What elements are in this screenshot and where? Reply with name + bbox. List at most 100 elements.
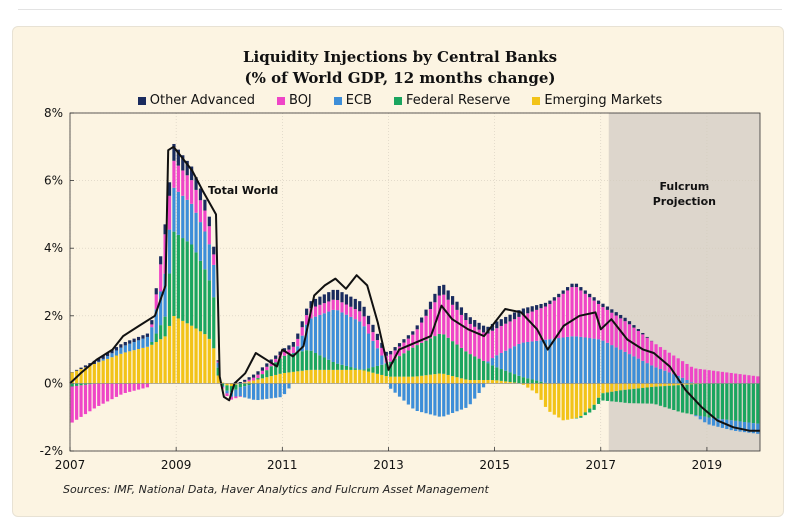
bar-segment [446, 383, 450, 415]
bar-segment [747, 383, 751, 423]
bar-segment [190, 325, 194, 384]
bar-segment [70, 383, 74, 387]
bar-segment [269, 366, 273, 377]
bar-segment [344, 304, 349, 315]
bar-segment [97, 358, 101, 362]
bar-segment [159, 339, 163, 384]
bar-segment [654, 367, 658, 384]
bar-segment [512, 312, 517, 320]
bar-segment [499, 319, 503, 326]
legend-label: Emerging Markets [544, 93, 663, 108]
bar-segment [627, 383, 632, 390]
legend-item-boj: BOJ [277, 93, 312, 108]
bar-segment [641, 383, 645, 388]
bar-segment [207, 216, 211, 227]
bar-segment [318, 296, 322, 305]
bar-segment [212, 246, 216, 255]
bar-segment [716, 371, 720, 384]
total-line-layer [69, 145, 760, 432]
bar-segment [517, 316, 521, 344]
bar-segment [459, 314, 464, 348]
bar-segment [738, 421, 742, 432]
bar-segment [163, 224, 167, 235]
bar-segment [225, 383, 229, 386]
bar-segment [451, 383, 455, 413]
bar-segment [539, 340, 543, 382]
bar-segment [583, 412, 587, 416]
bar-segment [504, 316, 508, 324]
bar-segment [459, 347, 464, 379]
bar-segment [287, 372, 291, 384]
projection-label-line2: Projection [653, 195, 716, 208]
bar-segment [526, 313, 530, 342]
bar-segment [521, 383, 525, 385]
bar-segment [703, 369, 707, 384]
bar-segment [490, 365, 494, 381]
bar-segment [601, 393, 605, 401]
bar-segment [592, 383, 596, 405]
bar-segment [517, 310, 521, 317]
bar-segment [566, 290, 570, 337]
bar-segment [366, 368, 371, 372]
bar-segment [411, 376, 415, 384]
bar-segment [552, 300, 556, 339]
bar-segment [579, 416, 583, 418]
bar-segment [389, 383, 393, 389]
bar-segment [154, 341, 158, 384]
bar-segment [384, 351, 388, 356]
bar-segment [167, 229, 172, 274]
bar-segment [614, 315, 618, 348]
legend-swatch [393, 96, 402, 105]
bar-segment [110, 349, 114, 354]
bar-segment [251, 377, 256, 381]
bar-segment [645, 383, 649, 388]
bar-segment [495, 328, 499, 356]
bar-segment [353, 309, 357, 320]
bar-segment [508, 348, 512, 373]
bar-segment [313, 298, 318, 307]
bar-segment [552, 297, 556, 301]
bar-segment [437, 373, 441, 384]
bar-segment [486, 333, 490, 362]
bar-segment [543, 339, 548, 383]
bar-segment [309, 318, 313, 351]
bar-segment [282, 351, 287, 356]
bar-segment [468, 383, 472, 405]
bar-segment [141, 335, 145, 339]
bar-segment [375, 365, 379, 374]
bar-segment [265, 363, 269, 367]
bar-segment [455, 344, 459, 378]
bar-segment [256, 371, 260, 375]
bar-segment [225, 385, 229, 391]
bar-segment [747, 422, 751, 433]
bar-segment [667, 385, 671, 409]
bar-segment [97, 362, 101, 384]
bar-segment [459, 378, 464, 384]
bar-segment [123, 341, 127, 346]
bar-segment [106, 352, 110, 357]
projection-label-line1: Fulcrum [659, 180, 709, 193]
bar-segment [703, 416, 707, 423]
bar-segment [190, 203, 194, 245]
bar-segment [420, 322, 424, 343]
y-tick-label: 0% [44, 376, 63, 390]
bar-segment [406, 350, 410, 377]
bar-segment [318, 355, 322, 370]
bar-segment [247, 377, 251, 380]
bar-segment [159, 256, 163, 265]
bar-segment [327, 311, 331, 360]
bar-segment [265, 366, 269, 371]
bar-segment [101, 355, 105, 359]
bar-segment [300, 327, 304, 336]
bar-segment [83, 383, 88, 385]
bar-segment [150, 344, 154, 384]
bar-segment [114, 383, 119, 397]
bar-segment [375, 333, 379, 341]
bar-segment [114, 355, 119, 384]
bar-segment [198, 331, 203, 384]
bar-segment [535, 380, 539, 384]
bar-segment [181, 238, 185, 321]
bar-segment [313, 369, 318, 384]
bar-segment [614, 347, 618, 384]
bar-segment [632, 325, 636, 328]
